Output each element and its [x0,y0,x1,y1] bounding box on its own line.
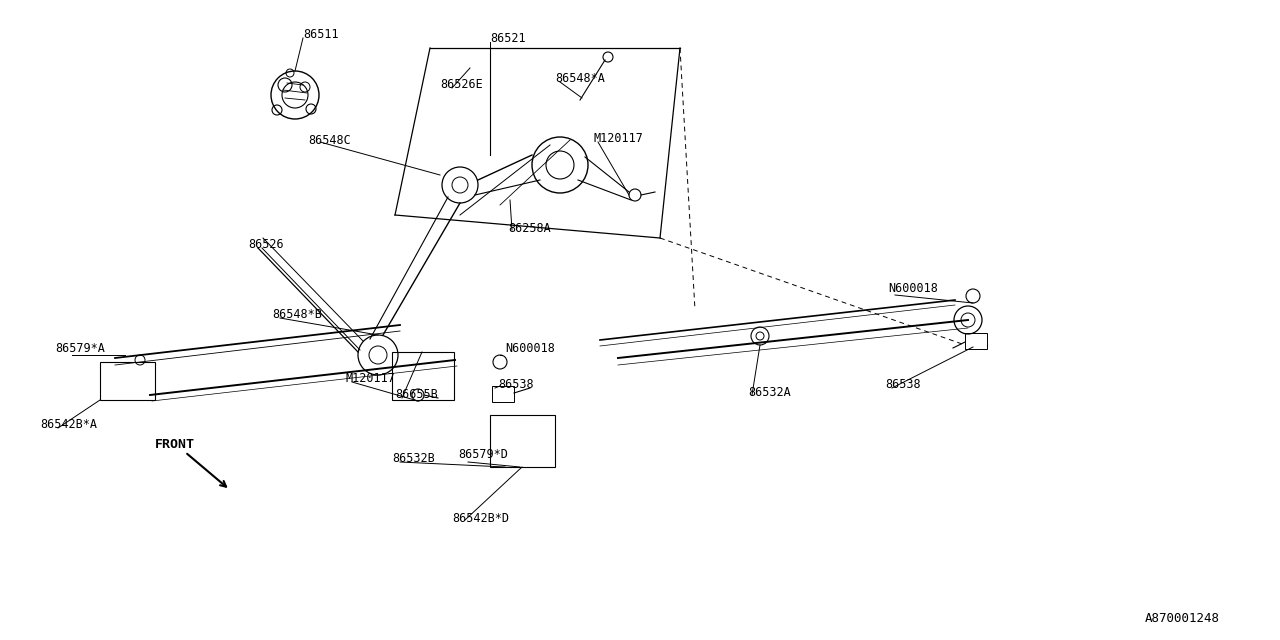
Text: 86511: 86511 [303,29,339,42]
Text: 86538: 86538 [884,378,920,392]
Text: 86548*B: 86548*B [273,308,321,321]
Text: A870001248: A870001248 [1146,611,1220,625]
Text: 86538: 86538 [498,378,534,392]
Text: 86532B: 86532B [392,451,435,465]
Text: 86542B*A: 86542B*A [40,419,97,431]
Text: 86548C: 86548C [308,134,351,147]
Text: 86579*D: 86579*D [458,449,508,461]
Bar [100,362,155,400]
Text: M120117: M120117 [346,371,394,385]
Bar [492,386,515,402]
Text: 86548*A: 86548*A [556,72,605,84]
Text: M120117: M120117 [594,131,644,145]
Bar [965,333,987,349]
Bar [490,415,556,467]
Text: 86526: 86526 [248,239,284,252]
Text: 86526E: 86526E [440,79,483,92]
Text: FRONT: FRONT [155,438,195,451]
Text: 86655B: 86655B [396,388,438,401]
Text: 86258A: 86258A [508,221,550,234]
Text: 86521: 86521 [490,31,526,45]
Text: 86542B*D: 86542B*D [452,511,509,525]
Text: 86579*A: 86579*A [55,342,105,355]
Text: 86532A: 86532A [748,385,791,399]
Text: N600018: N600018 [506,342,554,355]
Text: N600018: N600018 [888,282,938,294]
Bar [392,352,454,400]
